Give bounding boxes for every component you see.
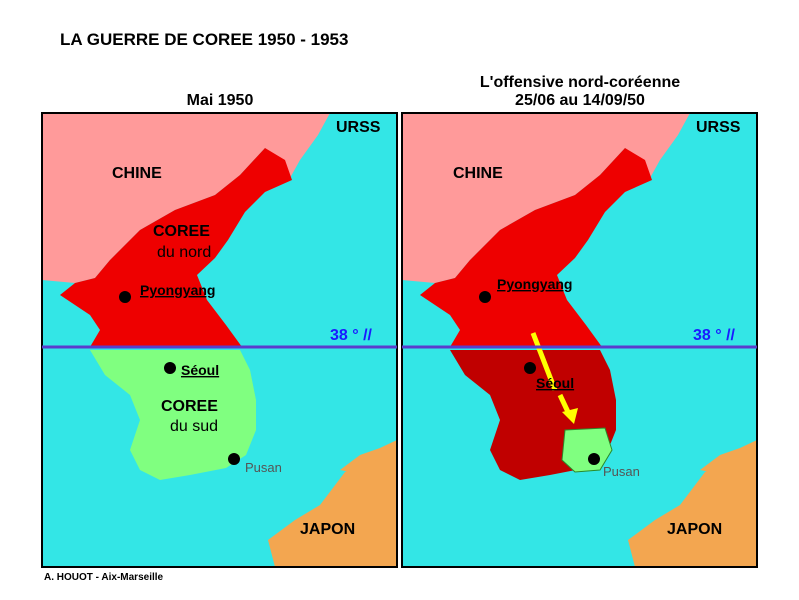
label-pusan: Pusan — [245, 460, 282, 475]
label-coree-sud: COREE — [161, 398, 218, 415]
city-dot — [524, 362, 536, 374]
label-japon: JAPON — [667, 521, 722, 538]
city-dot — [228, 453, 240, 465]
label-du-nord: du nord — [157, 244, 211, 261]
label-japon: JAPON — [300, 521, 355, 538]
label-chine: CHINE — [453, 165, 503, 182]
label-pusan: Pusan — [603, 464, 640, 479]
label-pyongyang: Pyongyang — [140, 282, 215, 298]
label-seoul: Séoul — [536, 375, 574, 391]
label-chine: CHINE — [112, 165, 162, 182]
label-urss: URSS — [696, 119, 741, 136]
label-du-sud: du sud — [170, 418, 218, 435]
city-dot — [479, 291, 491, 303]
label-seoul: Séoul — [181, 362, 219, 378]
map-border — [41, 112, 398, 568]
arrow-head — [562, 408, 578, 424]
map-left — [42, 113, 397, 567]
label-parallel: 38 ° // — [693, 327, 736, 344]
label-coree-nord: COREE — [153, 223, 210, 240]
offensive-arrow — [530, 332, 558, 391]
map-title: Mai 1950 — [187, 92, 254, 109]
south-korea — [90, 350, 256, 480]
label-parallel: 38 ° // — [330, 327, 373, 344]
city-dot — [119, 291, 131, 303]
map-subtitle: 25/06 au 14/09/50 — [515, 92, 645, 109]
page-title: LA GUERRE DE COREE 1950 - 1953 — [60, 30, 348, 49]
map-title: L'offensive nord-coréenne — [480, 74, 680, 91]
city-dot — [588, 453, 600, 465]
credit: A. HOUOT - Aix-Marseille — [44, 572, 164, 583]
city-dot — [164, 362, 176, 374]
label-urss: URSS — [336, 119, 381, 136]
map-border — [401, 112, 758, 568]
offensive-arrow — [557, 393, 571, 414]
label-pyongyang: Pyongyang — [497, 276, 572, 292]
